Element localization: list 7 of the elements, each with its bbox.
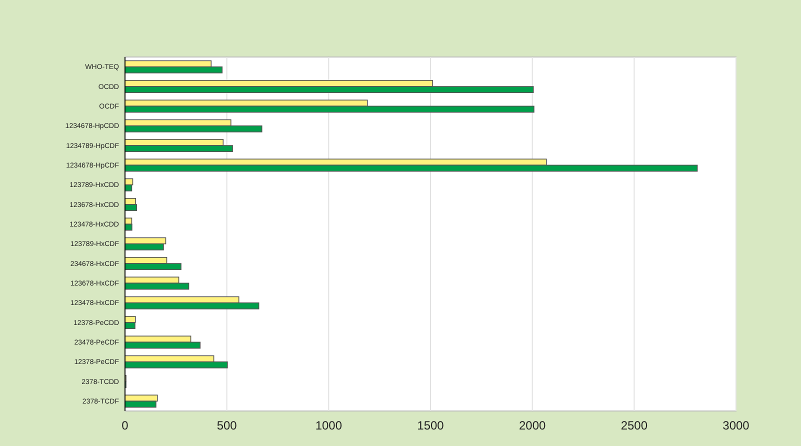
x-tick-label: 1500	[417, 418, 444, 433]
x-tick-label: 3000	[722, 418, 750, 433]
x-tick-label: 0	[122, 418, 129, 433]
x-tick-label: 1000	[315, 418, 342, 433]
x-tick-label: 500	[216, 418, 238, 433]
x-tick-label: 2000	[518, 418, 546, 433]
x-tick-label: 2500	[620, 418, 648, 433]
